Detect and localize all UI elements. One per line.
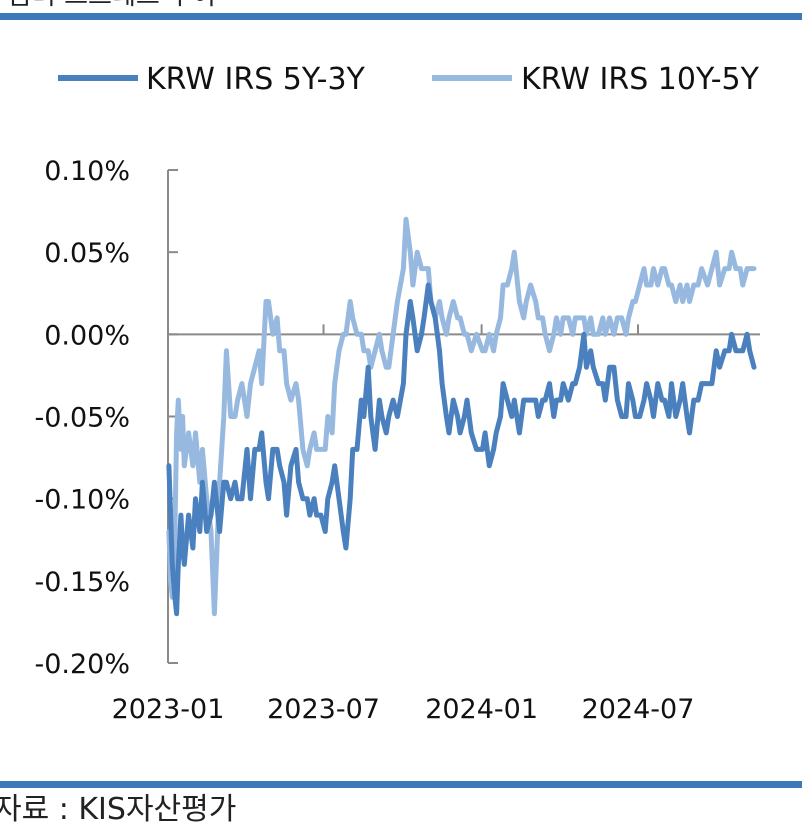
bottom-rule <box>0 781 802 788</box>
line-chart: KRW IRS 5Y-3Y KRW IRS 10Y-5Y 0.10%0.05%0… <box>34 62 760 725</box>
top-rule <box>0 13 802 20</box>
y-tick-label: -0.05% <box>34 403 130 434</box>
y-tick-label: 0.00% <box>44 320 130 351</box>
x-tick-label: 2024-07 <box>582 694 695 725</box>
x-tick-label: 2023-01 <box>112 694 225 725</box>
series-line-2 <box>166 216 757 617</box>
plot-area <box>166 216 757 617</box>
y-tick-label: -0.20% <box>34 649 130 680</box>
legend: KRW IRS 5Y-3Y KRW IRS 10Y-5Y <box>58 62 760 97</box>
legend-label-series-2: KRW IRS 10Y-5Y <box>521 62 760 97</box>
series-line-1 <box>166 282 757 617</box>
y-tick-label: 0.10% <box>44 156 130 187</box>
source-note: 자료 : KIS자산평가 <box>0 792 237 827</box>
legend-label-series-1: KRW IRS 5Y-3Y <box>146 62 366 97</box>
y-axis: 0.10% 0.05% 0.00% -0.05% -0.10% -0.15% -0.20% <box>34 156 178 680</box>
x-tick-label: 2024-01 <box>425 694 538 725</box>
chart-heading: 금리 스프레드 추이 <box>0 0 802 10</box>
x-tick-label: 2023-07 <box>267 694 380 725</box>
y-tick-label: 0.05% <box>44 238 130 269</box>
y-tick-label: -0.15% <box>34 567 130 598</box>
y-tick-label: -0.10% <box>34 485 130 516</box>
